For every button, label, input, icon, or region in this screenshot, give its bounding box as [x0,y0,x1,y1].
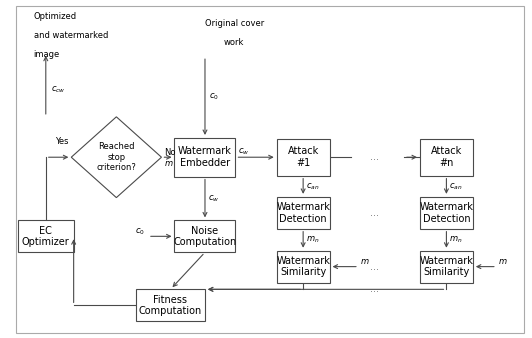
Text: $m$: $m$ [164,160,174,168]
Text: Attack
#n: Attack #n [431,146,462,168]
Text: No: No [164,148,176,157]
FancyBboxPatch shape [174,220,236,252]
Text: $c_0$: $c_0$ [209,92,219,102]
FancyBboxPatch shape [136,289,205,321]
Text: ...: ... [370,284,379,294]
Text: $c_w$: $c_w$ [238,147,250,158]
Text: work: work [224,38,244,47]
Text: image: image [34,49,60,58]
Text: Watermark
Embedder: Watermark Embedder [178,146,232,168]
FancyBboxPatch shape [174,138,236,176]
Text: $c_w$: $c_w$ [208,193,220,204]
Text: ...: ... [370,208,379,218]
FancyBboxPatch shape [420,197,473,229]
Text: Watermark
Similarity: Watermark Similarity [276,256,330,277]
Polygon shape [71,117,162,198]
Text: $m$: $m$ [361,257,370,266]
Text: $c_{an}$: $c_{an}$ [449,181,463,192]
FancyBboxPatch shape [420,251,473,283]
Text: $m$: $m$ [498,257,508,266]
Text: $m_n$: $m_n$ [306,235,319,245]
FancyBboxPatch shape [277,251,330,283]
FancyBboxPatch shape [277,139,330,176]
Text: and watermarked: and watermarked [34,31,108,40]
FancyBboxPatch shape [18,220,73,252]
Text: Reached
stop
criterion?: Reached stop criterion? [96,142,136,172]
Text: Noise
Computation: Noise Computation [173,225,237,247]
Text: $c_0$: $c_0$ [135,226,145,237]
Text: Fitness
Computation: Fitness Computation [139,294,202,316]
Text: Watermark
Detection: Watermark Detection [419,202,473,223]
Text: Watermark
Similarity: Watermark Similarity [419,256,473,277]
Text: $c_{an}$: $c_{an}$ [306,181,319,192]
FancyBboxPatch shape [277,197,330,229]
Text: Optimized: Optimized [34,13,77,22]
FancyBboxPatch shape [420,139,473,176]
Text: ...: ... [370,262,379,272]
Text: Watermark
Detection: Watermark Detection [276,202,330,223]
Text: Original cover: Original cover [204,19,264,28]
Text: $c_{cw}$: $c_{cw}$ [51,84,66,95]
Text: ...: ... [370,152,379,162]
Text: Yes: Yes [55,137,69,146]
Text: Attack
#1: Attack #1 [287,146,319,168]
Text: $m_n$: $m_n$ [449,235,462,245]
Text: EC
Optimizer: EC Optimizer [22,225,70,247]
